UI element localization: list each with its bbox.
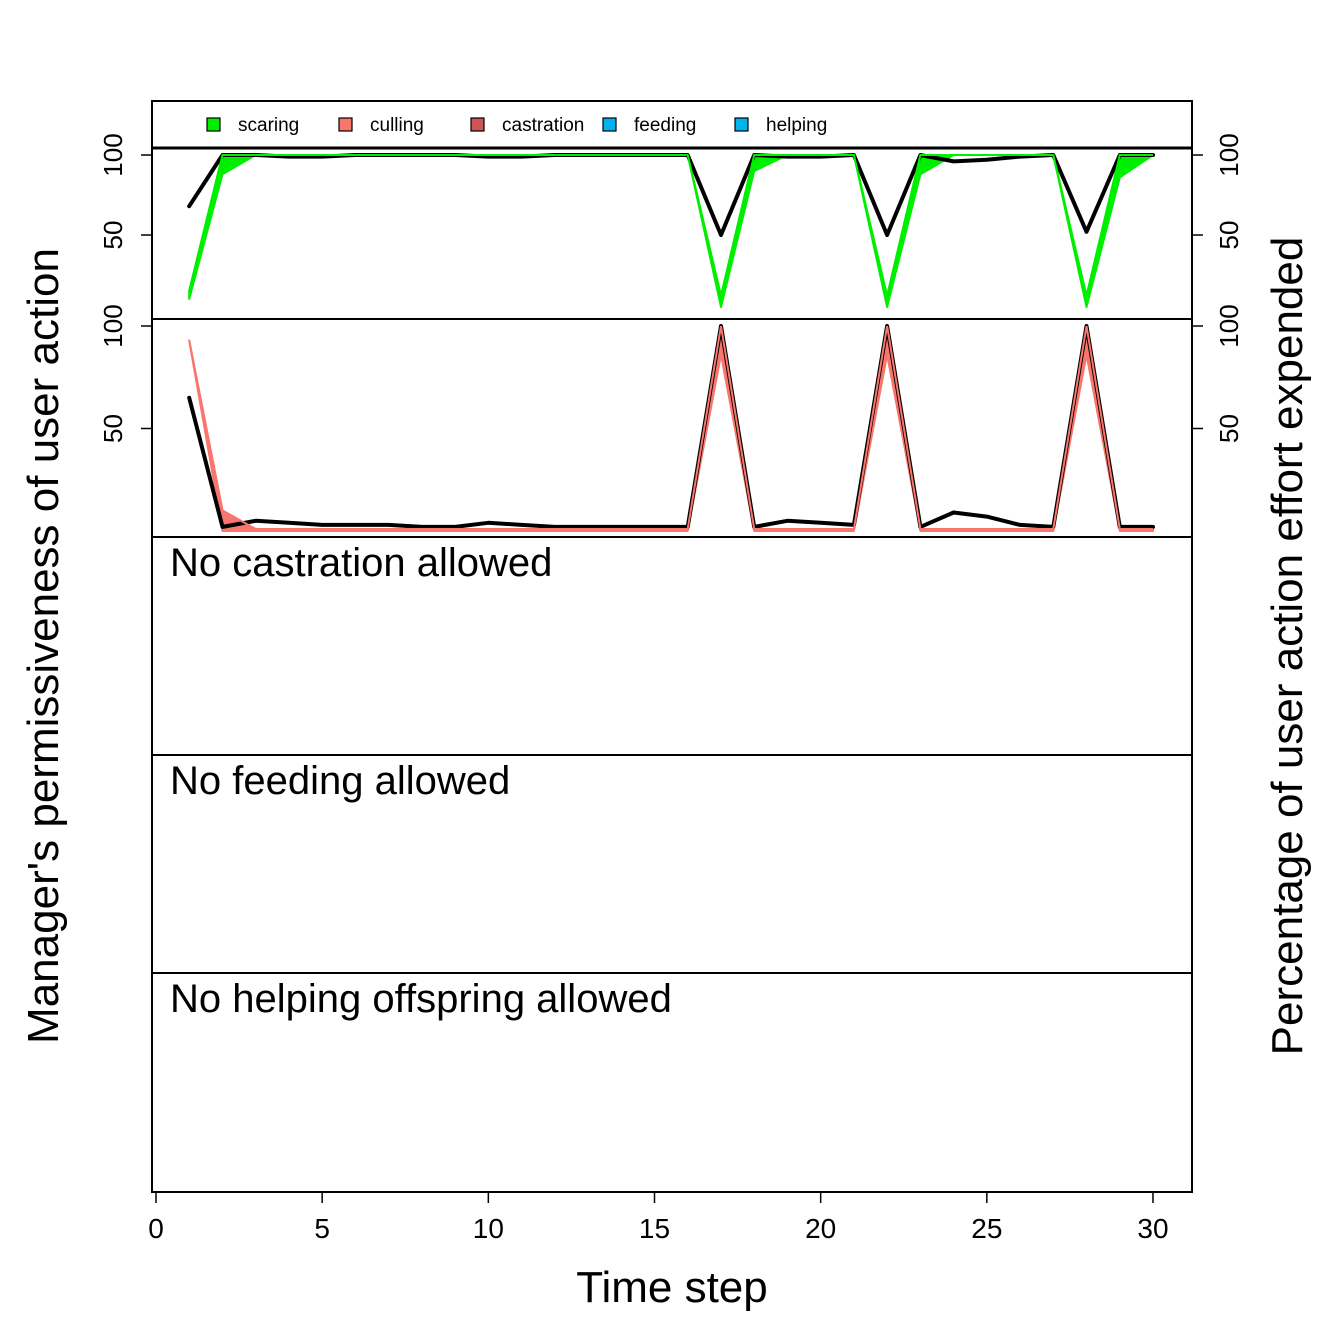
legend-swatch-culling <box>338 117 353 132</box>
x-axis-title: Time step <box>576 1263 768 1312</box>
legend: scaring culling castration feeding helping <box>206 115 827 136</box>
x-tick-label-10: 10 <box>473 1213 504 1244</box>
feeding-note: No feeding allowed <box>170 759 510 803</box>
y-axis-title-right: Percentage of user action effort expende… <box>1263 237 1312 1056</box>
legend-swatch-helping <box>734 117 749 132</box>
legend-label-castration: castration <box>502 115 584 136</box>
legend-label-scaring: scaring <box>238 115 299 136</box>
y-tick-label-left-100-panel-culling: 100 <box>98 304 128 347</box>
y-tick-label-left-50-panel-culling: 50 <box>98 414 128 443</box>
y-axis-title-left: Manager's permissiveness of user action <box>19 248 68 1044</box>
legend-swatch-scaring <box>206 117 221 132</box>
y-tick-label-right-100-panel-scaring: 100 <box>1214 133 1244 176</box>
y-tick-label-left-100-panel-scaring: 100 <box>98 133 128 176</box>
legend-label-culling: culling <box>370 115 424 136</box>
helping-note: No helping offspring allowed <box>170 977 672 1021</box>
plot-frame <box>151 100 1193 1193</box>
x-axis: 0 5 10 15 20 25 30 <box>148 1191 1169 1244</box>
y-tick-label-right-50-panel-scaring: 50 <box>1214 221 1244 250</box>
legend-label-helping: helping <box>766 115 827 136</box>
x-tick-label-0: 0 <box>148 1213 164 1244</box>
series-edge-culling-panel-culling <box>188 325 1153 530</box>
castration-note: No castration allowed <box>170 541 552 585</box>
legend-label-feeding: feeding <box>634 115 696 136</box>
permissiveness-line-panel-scaring <box>187 153 1155 237</box>
panel-marks <box>187 153 1155 532</box>
x-tick-label-20: 20 <box>805 1213 836 1244</box>
x-tick-label-15: 15 <box>639 1213 670 1244</box>
series-band-scaring-panel-scaring <box>188 154 1154 308</box>
series-edge-scaring-panel-scaring <box>188 154 1153 297</box>
y-axes: 50 100 50 100 50 100 50 100 <box>98 133 1244 443</box>
y-tick-label-right-100-panel-culling: 100 <box>1214 304 1244 347</box>
series-band-culling-panel-culling <box>188 325 1154 532</box>
y-tick-label-right-50-panel-culling: 50 <box>1214 414 1244 443</box>
x-tick-label-25: 25 <box>971 1213 1002 1244</box>
x-tick-label-5: 5 <box>314 1213 330 1244</box>
legend-swatch-castration <box>470 117 485 132</box>
permissiveness-line-panel-culling <box>187 324 1155 529</box>
y-tick-label-left-50-panel-scaring: 50 <box>98 221 128 250</box>
x-tick-label-30: 30 <box>1137 1213 1168 1244</box>
legend-swatch-feeding <box>602 117 617 132</box>
